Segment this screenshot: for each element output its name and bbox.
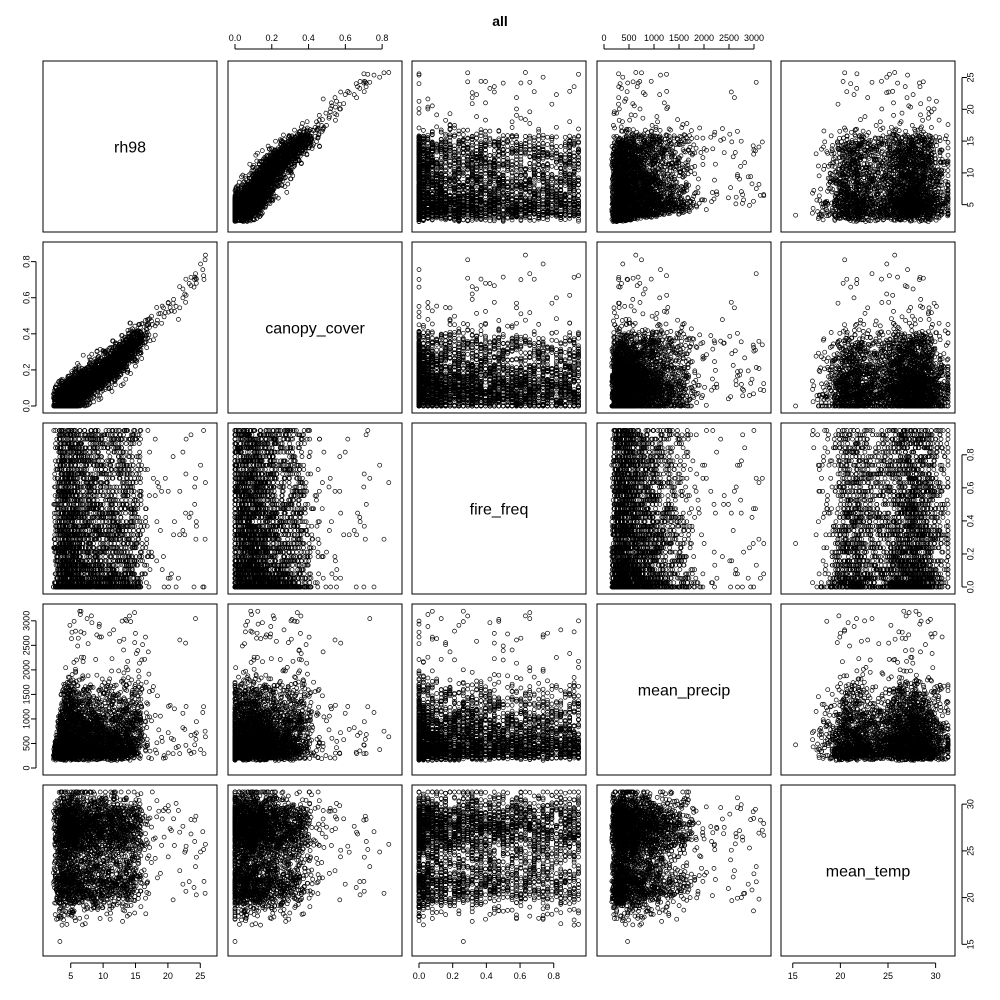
data-point — [293, 128, 297, 132]
data-point — [342, 102, 346, 106]
data-point — [260, 149, 264, 153]
data-point — [378, 75, 382, 79]
data-point — [372, 73, 376, 77]
data-point — [281, 133, 285, 137]
panel-rh98-vs-rh98: rh98 — [43, 61, 217, 232]
data-point — [333, 96, 337, 100]
data-point — [274, 139, 278, 143]
panels-group: rh98canopy_coverfire_freqmean_precipmean… — [43, 61, 955, 956]
chart-title: all — [492, 13, 508, 29]
data-point — [343, 93, 347, 97]
variable-label-rh98: rh98 — [114, 140, 146, 157]
data-point — [285, 190, 289, 194]
data-point — [338, 102, 342, 106]
panel-rh98-vs-canopy_cover — [228, 61, 402, 232]
data-point — [305, 120, 309, 124]
